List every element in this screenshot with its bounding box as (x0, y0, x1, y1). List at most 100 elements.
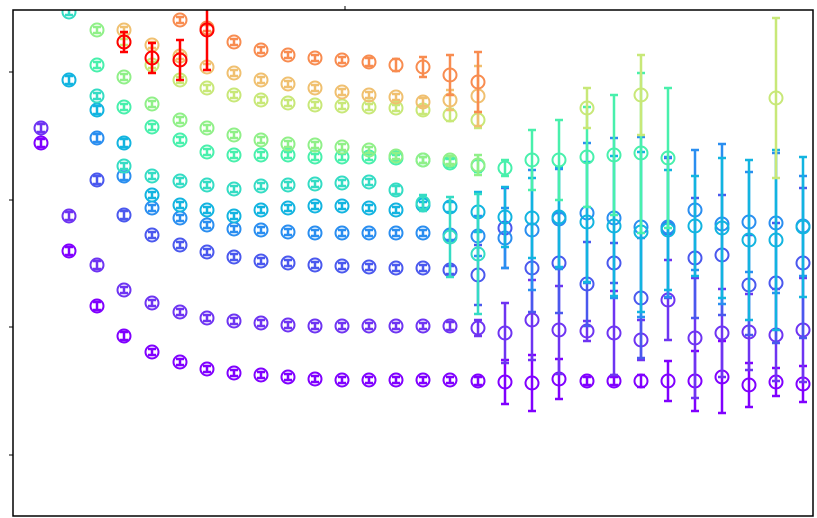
marker (116, 207, 132, 223)
error-bar (176, 200, 184, 210)
error-bar (284, 203, 292, 213)
marker (172, 304, 188, 320)
marker (253, 253, 269, 269)
marker (660, 150, 676, 166)
error-bar (365, 56, 373, 68)
marker (551, 322, 567, 338)
marker (551, 209, 567, 225)
marker (361, 54, 377, 70)
error-bar (365, 375, 373, 385)
error-bar (664, 359, 672, 403)
error-bar (501, 185, 509, 249)
marker (144, 119, 160, 135)
error-bar (446, 375, 454, 385)
error-bar (93, 174, 101, 186)
marker (307, 176, 323, 192)
marker (199, 310, 215, 326)
marker (415, 372, 431, 388)
error-bar (230, 68, 238, 78)
error-bar (176, 357, 184, 367)
error-bar (637, 53, 645, 137)
error-bar (176, 135, 184, 145)
marker (524, 210, 540, 226)
error-bar (257, 370, 265, 380)
error-bar (338, 55, 346, 65)
error-bar (257, 256, 265, 266)
error-bar (93, 25, 101, 35)
marker (199, 22, 215, 38)
error-bar (120, 209, 128, 221)
error-bar (311, 179, 319, 189)
error-bar (93, 91, 101, 101)
error-bar (311, 228, 319, 238)
error-bar (65, 74, 73, 86)
marker (199, 144, 215, 160)
error-bar (257, 318, 265, 328)
error-bar (365, 228, 373, 238)
error-bar (528, 128, 536, 192)
marker (361, 174, 377, 190)
error-bar (419, 228, 427, 238)
error-bar (284, 372, 292, 382)
marker (334, 258, 350, 274)
marker (633, 87, 649, 103)
error-bar (365, 262, 373, 272)
error-bar (637, 373, 645, 389)
marker (307, 97, 323, 113)
error-bar (120, 72, 128, 82)
error-bar (230, 150, 238, 160)
marker (33, 120, 49, 136)
error-bar (176, 307, 184, 317)
error-bar (203, 220, 211, 230)
error-bar (120, 137, 128, 149)
marker (415, 225, 431, 241)
marker (497, 374, 513, 390)
marker (253, 147, 269, 163)
error-bar (148, 99, 156, 109)
error-bar (392, 57, 400, 73)
marker (442, 318, 458, 334)
marker (361, 200, 377, 216)
series (89, 22, 486, 177)
marker (253, 92, 269, 108)
marker (307, 50, 323, 66)
marker (741, 377, 757, 393)
marker (334, 198, 350, 214)
marker (307, 371, 323, 387)
marker (442, 152, 458, 168)
marker (334, 52, 350, 68)
error-bar (176, 115, 184, 125)
error-bar (65, 245, 73, 257)
error-bar (501, 301, 509, 365)
marker (172, 112, 188, 128)
marker (89, 88, 105, 104)
marker (199, 202, 215, 218)
series (61, 10, 486, 316)
marker (579, 149, 595, 165)
marker (280, 369, 296, 385)
error-bar (65, 210, 73, 222)
marker (226, 365, 242, 381)
marker (307, 257, 323, 273)
error-bar (257, 135, 265, 145)
error-bar (365, 177, 373, 187)
error-bar (772, 16, 780, 180)
error-bar (37, 122, 45, 134)
marker (144, 168, 160, 184)
error-bar (419, 193, 427, 213)
error-bar (419, 321, 427, 331)
marker (253, 222, 269, 238)
marker (253, 315, 269, 331)
marker (633, 145, 649, 161)
error-bar (257, 95, 265, 105)
error-bar (148, 230, 156, 240)
marker (89, 130, 105, 146)
marker (172, 132, 188, 148)
error-bar (203, 364, 211, 374)
plot-area (33, 10, 811, 415)
error-bar (284, 180, 292, 190)
marker (199, 177, 215, 193)
error-bar (365, 90, 373, 100)
error-bar (37, 137, 45, 149)
marker (116, 99, 132, 115)
